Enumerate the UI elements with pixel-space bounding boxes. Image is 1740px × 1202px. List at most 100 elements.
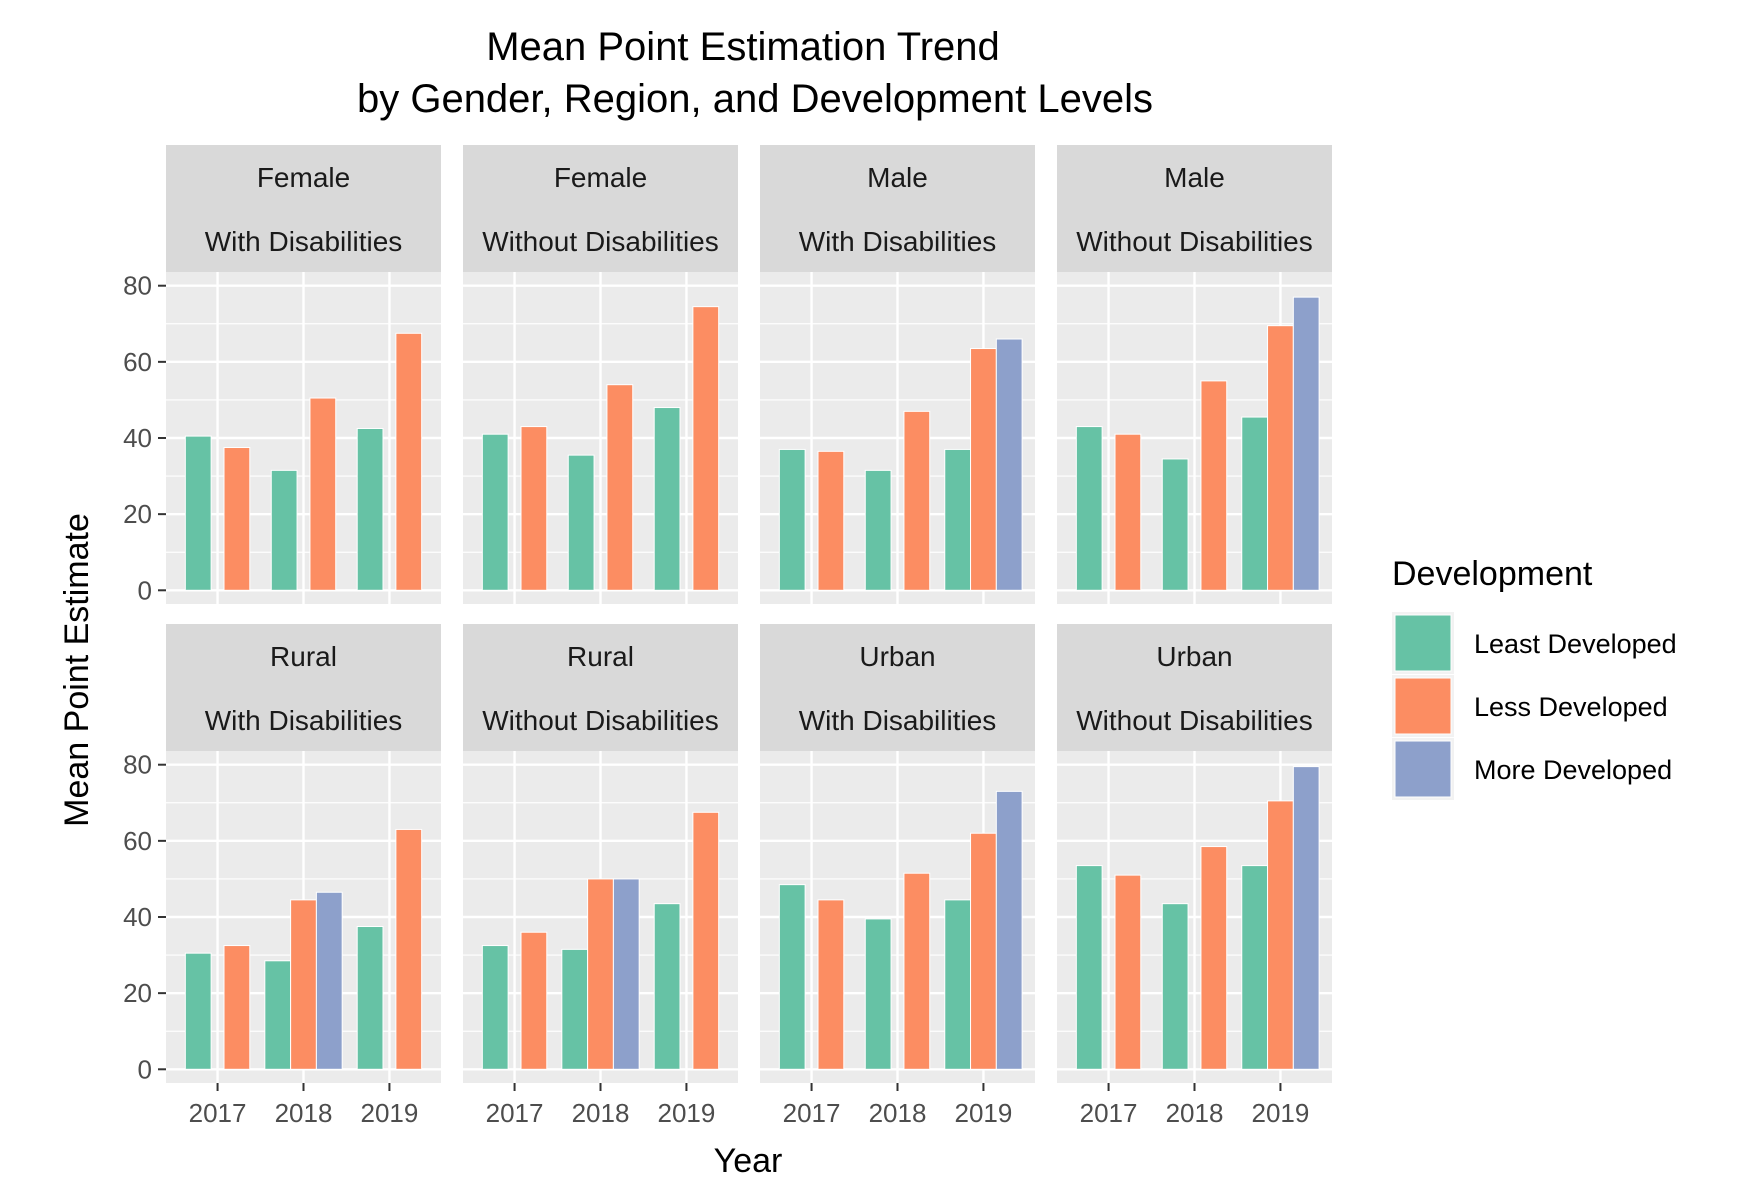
facet-panel: Male Without Disabilities xyxy=(1057,145,1332,604)
facet-strip xyxy=(166,624,441,751)
facet-strip-label: Without Disabilities xyxy=(482,226,719,257)
bar-less-developed xyxy=(817,450,845,591)
bar-less-developed xyxy=(1114,433,1142,591)
facet-strip-label: With Disabilities xyxy=(205,226,403,257)
bar-less-developed xyxy=(395,332,423,591)
bar-least-developed xyxy=(778,448,806,591)
bar-least-developed xyxy=(1075,426,1103,591)
y-tick-label: 60 xyxy=(123,826,152,856)
legend-title: Development xyxy=(1392,555,1593,593)
facet-panel: Female With Disabilities 0 20 40 60 80 xyxy=(123,145,441,605)
bar-less-developed xyxy=(692,811,720,1070)
bar-less-developed xyxy=(903,410,931,591)
bar-less-developed xyxy=(223,447,251,591)
bar-less-developed xyxy=(520,931,548,1070)
bar-least-developed xyxy=(944,899,972,1070)
bar-least-developed xyxy=(778,884,806,1070)
bar-least-developed xyxy=(1241,865,1269,1070)
bar-least-developed xyxy=(1161,458,1189,591)
bar-less-developed xyxy=(817,899,845,1070)
x-tick-label: 2018 xyxy=(869,1098,927,1128)
bar-less-developed xyxy=(692,306,720,591)
facet-strip-label: Female xyxy=(554,162,647,193)
facet-panel: Female Without Disabilities xyxy=(463,145,738,604)
bar-less-developed xyxy=(606,384,634,591)
facet-strip xyxy=(463,624,738,751)
bar-least-developed xyxy=(270,469,298,591)
x-tick-label: 2019 xyxy=(955,1098,1013,1128)
bar-less-developed xyxy=(1267,325,1294,591)
y-axis-title: Mean Point Estimate xyxy=(58,513,96,827)
bar-least-developed xyxy=(481,945,509,1070)
facet-strip-label: Without Disabilities xyxy=(482,705,719,736)
y-tick-label: 0 xyxy=(138,575,152,605)
legend-swatch xyxy=(1394,677,1452,735)
bar-least-developed xyxy=(567,454,595,591)
y-tick-label: 40 xyxy=(123,423,152,453)
chart-title-line-1: Mean Point Estimation Trend xyxy=(486,25,1000,69)
x-tick-label: 2017 xyxy=(783,1098,841,1128)
y-tick-label: 20 xyxy=(123,499,152,529)
facet-strip xyxy=(760,145,1035,272)
legend-swatch xyxy=(1394,614,1452,672)
bar-least-developed xyxy=(184,435,212,591)
bar-less-developed xyxy=(1114,874,1142,1070)
bar-less-developed xyxy=(587,878,614,1070)
bar-least-developed xyxy=(944,448,972,591)
facet-panels: Female With Disabilities 0 20 40 60 80 Female Wi… xyxy=(123,145,1332,1128)
y-tick-label: 20 xyxy=(123,978,152,1008)
bar-least-developed xyxy=(1161,903,1189,1070)
bar-least-developed xyxy=(356,926,384,1070)
bar-more-developed xyxy=(315,891,343,1070)
facet-panel: Urban With Disabilities 2017 2018 2019 xyxy=(760,624,1035,1128)
facet-strip-label: Male xyxy=(1164,162,1225,193)
facet-strip-label: Female xyxy=(257,162,350,193)
facet-panel: Rural Without Disabilities 2017 2018 2019 xyxy=(463,624,738,1128)
y-tick-label: 80 xyxy=(123,750,152,780)
x-tick-label: 2017 xyxy=(486,1098,544,1128)
bar-least-developed xyxy=(481,433,509,591)
bar-least-developed xyxy=(561,948,589,1070)
legend-label: Least Developed xyxy=(1474,629,1677,659)
facet-strip-label: Without Disabilities xyxy=(1076,226,1313,257)
facet-strip xyxy=(1057,624,1332,751)
bar-least-developed xyxy=(264,960,292,1070)
facet-strip-label: With Disabilities xyxy=(799,705,997,736)
bar-less-developed xyxy=(970,348,997,591)
facet-strip-label: Rural xyxy=(270,641,337,672)
x-axis-title: Year xyxy=(714,1142,783,1180)
bar-least-developed xyxy=(864,469,892,591)
facet-strip-label: With Disabilities xyxy=(799,226,997,257)
bar-less-developed xyxy=(903,872,931,1070)
x-tick-label: 2019 xyxy=(1252,1098,1310,1128)
x-tick-label: 2017 xyxy=(1080,1098,1138,1128)
facet-panel: Urban Without Disabilities 2017 2018 2019 xyxy=(1057,624,1332,1128)
bar-least-developed xyxy=(1075,865,1103,1070)
x-tick-label: 2019 xyxy=(361,1098,419,1128)
bar-less-developed xyxy=(309,397,337,591)
facet-strip-label: Male xyxy=(867,162,928,193)
bar-more-developed xyxy=(1292,296,1320,591)
x-tick-label: 2018 xyxy=(572,1098,630,1128)
facet-strip xyxy=(463,145,738,272)
facet-strip-label: Urban xyxy=(1156,641,1232,672)
chart-title-line-2: by Gender, Region, and Development Level… xyxy=(357,77,1153,121)
legend: Development Least Developed Less Develope… xyxy=(1392,555,1677,800)
y-tick-label: 0 xyxy=(138,1054,152,1084)
bar-least-developed xyxy=(653,903,681,1070)
facet-strip xyxy=(1057,145,1332,272)
bar-least-developed xyxy=(653,407,681,591)
bar-least-developed xyxy=(356,427,384,591)
facet-strip-label: Rural xyxy=(567,641,634,672)
bar-less-developed xyxy=(1200,380,1228,591)
x-tick-label: 2018 xyxy=(275,1098,333,1128)
bar-least-developed xyxy=(184,952,212,1070)
bar-least-developed xyxy=(864,918,892,1070)
x-tick-label: 2017 xyxy=(189,1098,247,1128)
bar-less-developed xyxy=(395,828,423,1070)
y-tick-label: 60 xyxy=(123,347,152,377)
bar-less-developed xyxy=(1267,800,1294,1070)
legend-label: Less Developed xyxy=(1474,692,1668,722)
x-tick-label: 2019 xyxy=(658,1098,716,1128)
